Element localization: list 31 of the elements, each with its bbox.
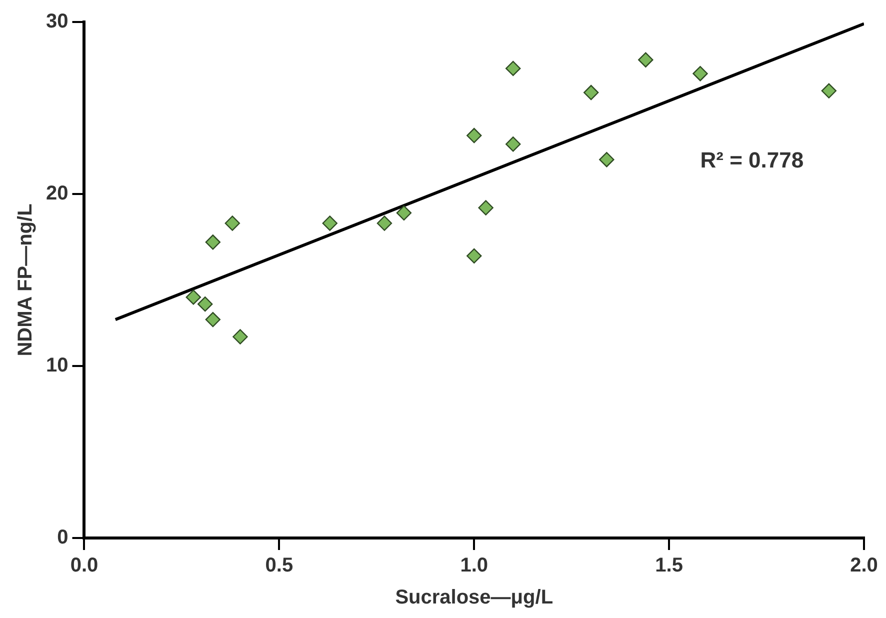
point [478,200,494,216]
point [232,329,248,344]
x-tick-label: 1.5 [655,554,683,577]
y-tick-label: 10 [46,354,68,377]
y-tick-label: 30 [46,10,68,33]
point [186,290,202,305]
point [506,60,521,76]
point [205,234,221,250]
y-tick-label: 20 [46,182,68,205]
point [466,128,482,144]
point [224,216,240,231]
point [396,205,412,221]
x-tick-label: 0.0 [70,554,98,577]
point [692,66,708,82]
point [205,312,221,328]
x-tick-label: 0.5 [265,554,294,577]
point [506,136,521,152]
y-tick-label: 0 [57,526,68,549]
point [198,296,213,312]
point [583,84,599,100]
point [376,216,392,231]
y-axis-title: NDMA FP—ng/L [14,204,37,356]
point [821,83,837,98]
point [466,248,482,264]
x-axis-title: Sucralose—μg/L [395,586,554,609]
x-tick-label: 1.0 [460,554,488,577]
point [599,152,614,168]
x-tick-label: 2.0 [850,554,878,577]
annotation: R² = 0.778 [700,147,804,172]
point [638,52,654,68]
point [322,216,338,231]
